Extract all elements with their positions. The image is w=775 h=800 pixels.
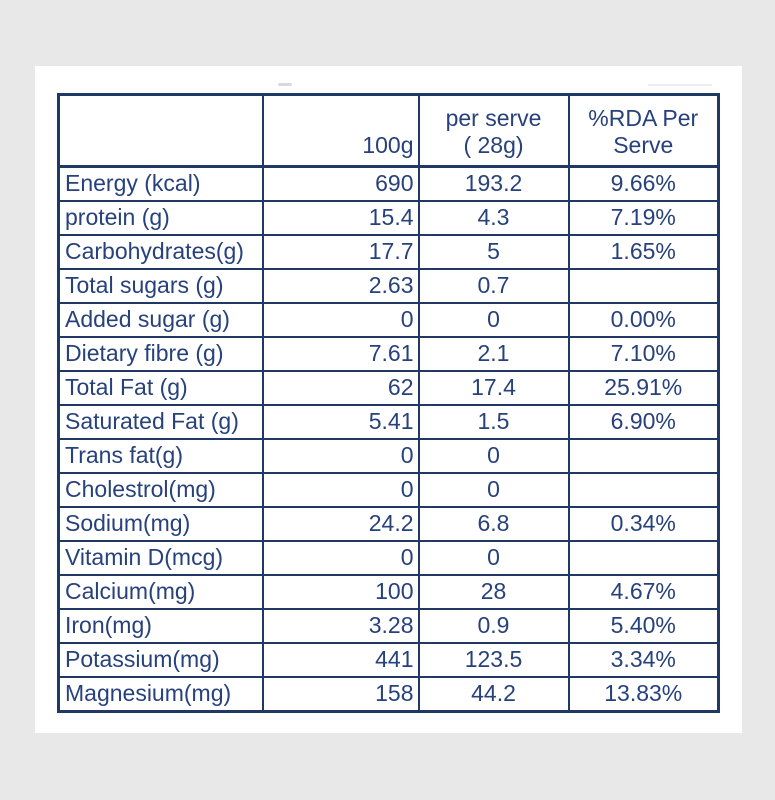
header-per-serve-line1: per serve: [445, 104, 542, 131]
nutrition-facts-table: 100g per serve ( 28g) %RDA Per Serve Ene…: [57, 93, 720, 713]
nutrient-label: Dietary fibre (g): [57, 336, 264, 372]
header-rda-line2: Serve: [613, 132, 674, 159]
header-rda-line1: %RDA Per: [588, 104, 699, 131]
value-per-serve: 5: [417, 234, 570, 270]
header-per-serve-line2: ( 28g): [463, 132, 524, 159]
value-per-serve: 0.9: [417, 608, 570, 644]
value-per-serve: 0.7: [417, 268, 570, 304]
nutrient-label: Cholestrol(mg): [57, 472, 264, 508]
value-per-100g: 15.4: [261, 200, 420, 236]
value-rda-percent: 6.90%: [567, 404, 720, 440]
table-row-sodium: Sodium(mg) 24.2 6.8 0.34%: [57, 506, 720, 542]
header-per-100g: 100g: [261, 93, 420, 168]
nutrient-label: Total sugars (g): [57, 268, 264, 304]
nutrient-label: Total Fat (g): [57, 370, 264, 406]
nutrient-label: Potassium(mg): [57, 642, 264, 678]
value-per-serve: 6.8: [417, 506, 570, 542]
header-rda-per-serve: %RDA Per Serve: [567, 93, 720, 168]
nutrient-label: Calcium(mg): [57, 574, 264, 610]
header-nutrient-blank: [57, 93, 264, 168]
table-row-calcium: Calcium(mg) 100 28 4.67%: [57, 574, 720, 610]
value-per-100g: 3.28: [261, 608, 420, 644]
table-row-trans-fat: Trans fat(g) 0 0: [57, 438, 720, 474]
nutrient-label: Iron(mg): [57, 608, 264, 644]
table-row-added-sugar: Added sugar (g) 0 0 0.00%: [57, 302, 720, 338]
value-per-serve: 0: [417, 302, 570, 338]
nutrient-label: Carbohydrates(g): [57, 234, 264, 270]
value-per-100g: 0: [261, 540, 420, 576]
value-rda-percent: 9.66%: [567, 165, 720, 202]
nutrient-label: Energy (kcal): [57, 165, 264, 202]
value-rda-percent: 5.40%: [567, 608, 720, 644]
value-per-100g: 0: [261, 438, 420, 474]
value-per-serve: 0: [417, 472, 570, 508]
value-rda-percent: 1.65%: [567, 234, 720, 270]
value-rda-percent: 13.83%: [567, 676, 720, 713]
value-rda-percent: 3.34%: [567, 642, 720, 678]
value-rda-percent: 7.19%: [567, 200, 720, 236]
value-per-100g: 441: [261, 642, 420, 678]
nutrient-label: Vitamin D(mcg): [57, 540, 264, 576]
table-row-cholestrol: Cholestrol(mg) 0 0: [57, 472, 720, 508]
value-rda-percent: [567, 472, 720, 508]
value-per-100g: 100: [261, 574, 420, 610]
table-row-energy: Energy (kcal) 690 193.2 9.66%: [57, 165, 720, 202]
value-per-serve: 0: [417, 540, 570, 576]
table-row-vitamin-d: Vitamin D(mcg) 0 0: [57, 540, 720, 576]
value-per-100g: 24.2: [261, 506, 420, 542]
value-per-100g: 62: [261, 370, 420, 406]
value-per-serve: 1.5: [417, 404, 570, 440]
value-per-100g: 0: [261, 302, 420, 338]
scan-artifact-mark: [278, 83, 292, 86]
value-per-serve: 123.5: [417, 642, 570, 678]
nutrient-label: Sodium(mg): [57, 506, 264, 542]
nutrient-label: Magnesium(mg): [57, 676, 264, 713]
value-per-100g: 690: [261, 165, 420, 202]
header-per-serve: per serve ( 28g): [417, 93, 570, 168]
table-row-saturated-fat: Saturated Fat (g) 5.41 1.5 6.90%: [57, 404, 720, 440]
value-rda-percent: 7.10%: [567, 336, 720, 372]
value-per-100g: 0: [261, 472, 420, 508]
value-per-100g: 5.41: [261, 404, 420, 440]
value-per-serve: 28: [417, 574, 570, 610]
value-rda-percent: [567, 268, 720, 304]
value-per-serve: 0: [417, 438, 570, 474]
value-per-serve: 4.3: [417, 200, 570, 236]
value-per-100g: 17.7: [261, 234, 420, 270]
value-per-serve: 2.1: [417, 336, 570, 372]
table-row-magnesium: Magnesium(mg) 158 44.2 13.83%: [57, 676, 720, 713]
value-per-100g: 158: [261, 676, 420, 713]
document-page: 100g per serve ( 28g) %RDA Per Serve Ene…: [35, 66, 742, 733]
nutrient-label: Saturated Fat (g): [57, 404, 264, 440]
value-rda-percent: [567, 438, 720, 474]
value-per-100g: 7.61: [261, 336, 420, 372]
value-per-serve: 44.2: [417, 676, 570, 713]
header-row: 100g per serve ( 28g) %RDA Per Serve: [57, 93, 720, 168]
table-row-carbohydrates: Carbohydrates(g) 17.7 5 1.65%: [57, 234, 720, 270]
table-row-total-fat: Total Fat (g) 62 17.4 25.91%: [57, 370, 720, 406]
nutrient-label: Added sugar (g): [57, 302, 264, 338]
value-rda-percent: 0.00%: [567, 302, 720, 338]
scan-artifact-line: [648, 84, 712, 86]
value-per-100g: 2.63: [261, 268, 420, 304]
table-row-protein: protein (g) 15.4 4.3 7.19%: [57, 200, 720, 236]
value-rda-percent: 0.34%: [567, 506, 720, 542]
value-per-serve: 17.4: [417, 370, 570, 406]
table-row-iron: Iron(mg) 3.28 0.9 5.40%: [57, 608, 720, 644]
table-row-potassium: Potassium(mg) 441 123.5 3.34%: [57, 642, 720, 678]
value-rda-percent: [567, 540, 720, 576]
value-per-serve: 193.2: [417, 165, 570, 202]
table-row-dietary-fibre: Dietary fibre (g) 7.61 2.1 7.10%: [57, 336, 720, 372]
nutrient-label: Trans fat(g): [57, 438, 264, 474]
nutrient-label: protein (g): [57, 200, 264, 236]
value-rda-percent: 4.67%: [567, 574, 720, 610]
value-rda-percent: 25.91%: [567, 370, 720, 406]
table-row-total-sugars: Total sugars (g) 2.63 0.7: [57, 268, 720, 304]
